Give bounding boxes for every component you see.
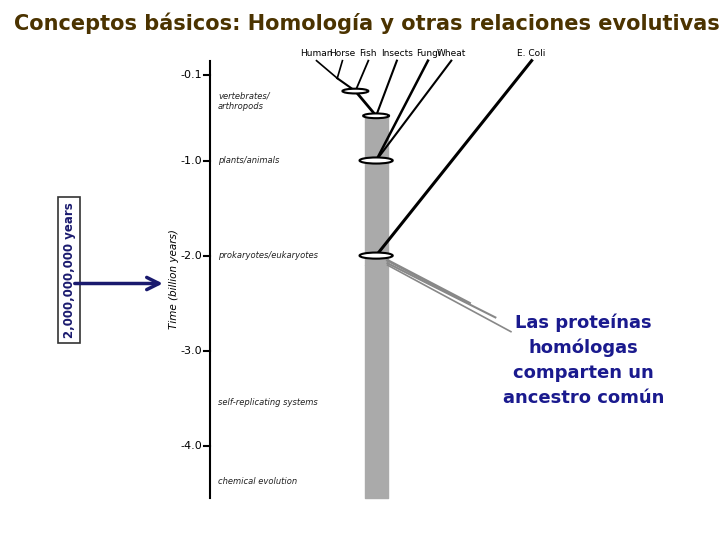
Text: -2.0: -2.0 — [181, 251, 202, 261]
Circle shape — [359, 253, 392, 259]
Circle shape — [359, 158, 392, 164]
Text: Insects: Insects — [381, 49, 413, 58]
Text: Time (billion years): Time (billion years) — [169, 230, 179, 329]
Text: Fungi: Fungi — [415, 49, 440, 58]
Text: -4.0: -4.0 — [181, 441, 202, 451]
Text: -3.0: -3.0 — [181, 346, 202, 356]
Text: chemical evolution: chemical evolution — [218, 477, 297, 487]
Text: vertebrates/
arthropods: vertebrates/ arthropods — [218, 92, 270, 111]
Text: -1.0: -1.0 — [181, 156, 202, 165]
Circle shape — [343, 89, 369, 93]
Text: Wheat: Wheat — [436, 49, 466, 58]
Text: Conceptos básicos: Homología y otras relaciones evolutivas: Conceptos básicos: Homología y otras rel… — [14, 12, 720, 33]
Text: Horse: Horse — [329, 49, 356, 58]
Text: E. Coli: E. Coli — [518, 49, 546, 58]
Text: prokaryotes/eukaryotes: prokaryotes/eukaryotes — [218, 251, 318, 260]
Text: Human: Human — [300, 49, 333, 58]
Circle shape — [363, 113, 389, 118]
Text: Fish: Fish — [359, 49, 377, 58]
Text: plants/animals: plants/animals — [218, 156, 279, 165]
Text: self-replicating systems: self-replicating systems — [218, 399, 318, 408]
Text: -0.1: -0.1 — [181, 70, 202, 80]
Text: Las proteínas
homólogas
comparten un
ancestro común: Las proteínas homólogas comparten un anc… — [503, 313, 664, 407]
Text: 2,000,000,000 years: 2,000,000,000 years — [63, 202, 76, 338]
